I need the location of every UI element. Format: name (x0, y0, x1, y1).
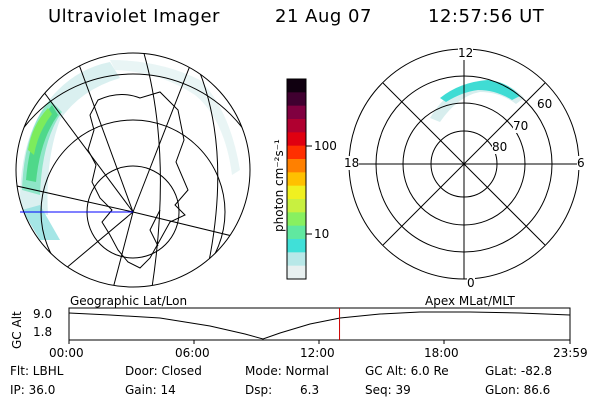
info-glat: GLat: -82.8 (485, 364, 552, 378)
colorbar-band (287, 199, 306, 213)
timeline-y-tick-min: 1.8 (33, 325, 53, 339)
colorbar-band (287, 132, 306, 147)
app-title: Ultraviolet Imager (48, 6, 220, 27)
colorbar-band (287, 105, 306, 120)
colorbar-band (287, 225, 306, 240)
mlt-label-6: 6 (577, 156, 585, 170)
colorbar-tick-10: 10 (314, 227, 330, 241)
mlat-label-60: 60 (537, 97, 553, 111)
coastline (87, 91, 189, 269)
timeline-x-tick-0000: 00:00 (49, 346, 84, 360)
timeline-x-tick-1800: 18:00 (424, 346, 459, 360)
colorbar-band (287, 145, 306, 160)
colorbar-band (287, 252, 306, 267)
mlt-label-0: 0 (467, 276, 475, 290)
colorbar-band (287, 265, 306, 280)
timeline-x-tick-0600: 06:00 (175, 346, 210, 360)
info-door: Door: Closed (125, 364, 202, 378)
info-mode: Mode: Normal (245, 364, 329, 378)
timeline-right-title: Apex MLat/MLT (425, 294, 515, 308)
polar-auroral-emission (430, 80, 524, 122)
timeline-y-tick-max: 9.0 (33, 307, 53, 321)
info-sequence: Seq: 39 (365, 383, 411, 397)
observation-time: 12:57:56 UT (428, 6, 545, 27)
info-filter: Flt: LBHL (10, 364, 64, 378)
info-ip: IP: 36.0 (10, 383, 56, 397)
colorbar-unit-label: photon cm⁻²s⁻¹ (272, 139, 286, 232)
colorbar-band (287, 119, 306, 133)
mlat-label-80: 80 (492, 140, 508, 154)
timeline-y-axis-label: GC Alt (10, 311, 24, 349)
mlt-label-18: 18 (344, 156, 360, 170)
timeline-left-title: Geographic Lat/Lon (70, 294, 188, 308)
polar-plot (348, 48, 580, 280)
colorbar-band (287, 159, 306, 173)
geographic-map (15, 52, 251, 288)
colorbar-band (287, 239, 306, 253)
colorbar-band (287, 92, 306, 107)
info-dsp-label: Dsp: (245, 383, 273, 397)
colorbar-band (287, 212, 306, 227)
colorbar-band (287, 185, 306, 200)
geo-auroral-emission (19, 60, 240, 240)
colorbar-band (287, 172, 306, 187)
mlat-label-70: 70 (513, 119, 529, 133)
colorbar-tick-100: 100 (314, 139, 337, 153)
observation-date: 21 Aug 07 (275, 6, 372, 27)
timeline-x-tick-2359: 23:59 (553, 346, 588, 360)
info-gain: Gain: 14 (125, 383, 176, 397)
altitude-timeline (68, 307, 571, 344)
color-scale-bar (286, 78, 307, 280)
info-gc-altitude: GC Alt: 6.0 Re (365, 364, 449, 378)
altitude-curve (68, 311, 571, 340)
info-glon: GLon: 86.6 (485, 383, 551, 397)
timeline-x-tick-1200: 12:00 (300, 346, 335, 360)
mlt-label-12: 12 (458, 46, 474, 60)
info-dsp-value: 6.3 (300, 383, 320, 397)
colorbar-band (287, 79, 306, 93)
